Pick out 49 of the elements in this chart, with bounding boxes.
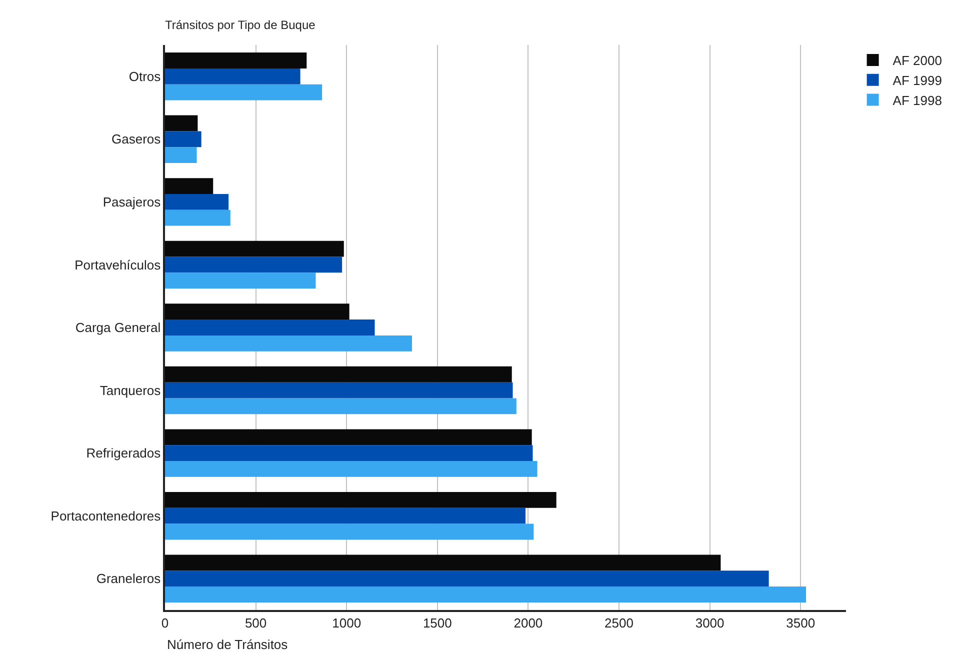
x-tick-label: 0: [161, 615, 169, 630]
bar: [165, 508, 526, 524]
bar: [165, 240, 344, 257]
bar: [165, 68, 300, 84]
y-tick-label: Carga General: [75, 320, 161, 336]
x-tick-label: 2000: [514, 615, 543, 630]
x-tick-label: 500: [244, 615, 267, 630]
y-tick-label: Portavehículos: [74, 257, 162, 272]
bar: [165, 320, 375, 336]
bar: [165, 178, 214, 194]
bar: [165, 84, 322, 100]
bar: [165, 524, 534, 540]
chart-title: Tránsitos por Tipo de Buque: [165, 18, 316, 32]
bar: [165, 210, 230, 226]
legend-label: AF 1999: [892, 72, 942, 88]
bar: [165, 147, 197, 164]
bar: [165, 586, 806, 602]
bar: [165, 131, 202, 148]
y-tick-label: Graneleros: [96, 571, 162, 586]
bar: [165, 429, 532, 446]
legend-label: AF 1998: [892, 92, 942, 108]
x-tick-label: 3000: [695, 615, 724, 630]
bar: [165, 554, 721, 571]
bar: [165, 194, 229, 210]
bar: [165, 366, 512, 382]
y-tick-label: Portacontenedores: [50, 508, 162, 524]
x-tick-label: 2500: [604, 615, 634, 630]
bar: [165, 570, 769, 587]
x-tick-label: 1000: [332, 615, 362, 630]
bar: [165, 256, 342, 273]
y-tick-label: Gaseros: [112, 132, 162, 147]
y-tick-label: Tanqueros: [100, 382, 162, 398]
bar: [165, 272, 316, 289]
legend-label: AF 2000: [892, 53, 942, 68]
bar: [165, 445, 533, 462]
bar: [165, 52, 307, 68]
y-tick-label: Refrigerados: [86, 446, 162, 461]
bar: [165, 492, 556, 508]
bar: [165, 335, 412, 352]
bar: [165, 115, 198, 132]
bar: [165, 304, 350, 320]
bar: [165, 398, 516, 414]
x-tick-label: 3500: [786, 615, 816, 630]
x-tick-label: 1500: [422, 615, 452, 630]
bar: [165, 461, 538, 477]
y-tick-label: Otros: [128, 68, 162, 84]
x-axis-title: Número de Tránsitos: [167, 637, 288, 652]
y-tick-label: Pasajeros: [102, 194, 162, 210]
bar: [165, 382, 513, 398]
